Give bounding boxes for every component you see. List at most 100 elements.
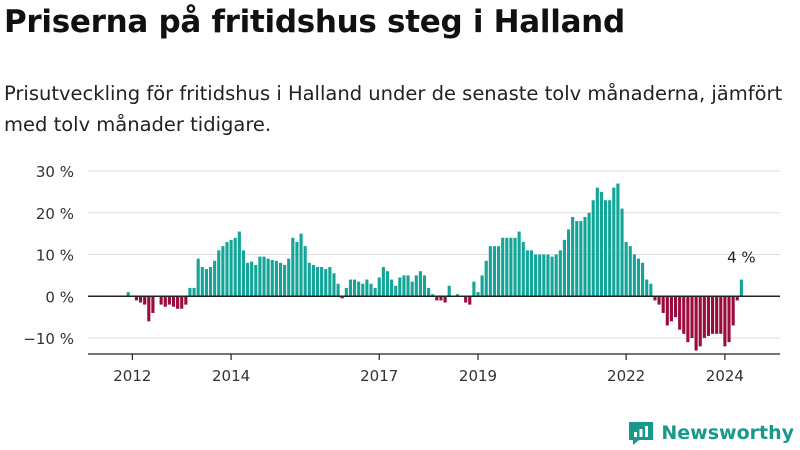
bar: [715, 296, 719, 334]
bar: [217, 250, 221, 297]
bar: [344, 287, 348, 297]
bar: [468, 296, 472, 305]
brand-name: Newsworthy: [661, 422, 794, 444]
bar: [694, 296, 698, 351]
bar: [320, 267, 324, 297]
bar: [254, 264, 258, 297]
bar: [332, 273, 336, 297]
bar: [188, 287, 192, 297]
bar: [283, 264, 287, 297]
bar: [558, 250, 562, 297]
bar: [620, 208, 624, 297]
bar: [357, 281, 361, 297]
bar: [258, 256, 262, 297]
bar: [562, 239, 566, 297]
bar: [657, 296, 661, 305]
bar: [599, 191, 604, 297]
bar: [698, 296, 702, 347]
bar: [546, 254, 550, 297]
bar: [587, 212, 591, 297]
bar: [723, 296, 727, 347]
bar: [176, 296, 180, 309]
bar: [538, 254, 542, 297]
bar: [534, 254, 538, 297]
bar: [213, 260, 217, 297]
x-tick-label: 2019: [459, 367, 497, 385]
x-tick-label: 2024: [706, 367, 744, 385]
bar: [167, 296, 171, 305]
bar: [521, 241, 525, 297]
bar: [431, 294, 435, 297]
bar: [151, 296, 155, 313]
bar: [595, 187, 599, 297]
bar: [517, 231, 521, 297]
annotation-label: 4 %: [727, 249, 756, 267]
bar: [505, 237, 509, 297]
bar: [476, 292, 480, 297]
bar: [324, 269, 328, 297]
bar: [402, 275, 406, 297]
bar: [422, 275, 427, 297]
bar: [492, 246, 497, 297]
bar: [542, 254, 546, 297]
bar: [208, 267, 213, 297]
bar: [147, 296, 151, 322]
bar: [702, 296, 706, 338]
x-tick-label: 2014: [212, 367, 250, 385]
bar: [513, 237, 517, 297]
y-tick-label: −10 %: [23, 330, 74, 348]
bar: [480, 275, 484, 297]
bar: [682, 296, 686, 334]
bar: [410, 281, 414, 297]
bar: [163, 296, 167, 307]
bar: [525, 250, 529, 297]
bar: [237, 231, 241, 297]
bar: [406, 275, 410, 297]
bar: [348, 279, 353, 297]
x-axis: 2012 2014 2017 2019 2022 2024: [88, 353, 780, 385]
bar: [727, 296, 731, 343]
bar: [608, 200, 612, 297]
bar: [274, 260, 278, 297]
bar: [328, 267, 332, 297]
x-tick-label: 2022: [607, 367, 645, 385]
bar: [365, 279, 369, 297]
bar: [204, 269, 208, 297]
y-tick-label: 0 %: [45, 288, 74, 306]
bar: [377, 277, 381, 297]
bar: [221, 246, 225, 297]
bar: [311, 264, 315, 297]
bar: [315, 267, 320, 297]
bar: [143, 296, 147, 305]
newsworthy-logo-icon: [629, 422, 654, 445]
bar: [665, 296, 669, 326]
x-tick-label: 2012: [113, 367, 151, 385]
bar: [171, 296, 176, 307]
bar: [616, 183, 620, 297]
bar: [497, 246, 501, 297]
bar: [604, 200, 608, 297]
bar: [690, 296, 694, 338]
bar: [488, 246, 492, 297]
y-tick-label: 30 %: [36, 163, 74, 181]
bar: [661, 296, 665, 313]
bar: [443, 296, 447, 303]
bars: [88, 183, 780, 351]
bar: [628, 246, 632, 297]
bar: [126, 292, 130, 297]
bar: [180, 296, 184, 309]
bar: [636, 258, 641, 297]
bar: [739, 279, 743, 297]
bar: [266, 258, 270, 297]
bar: [369, 283, 373, 297]
bar: [390, 279, 394, 297]
bar: [455, 294, 459, 297]
labels: 4 %: [727, 249, 756, 267]
bar: [632, 254, 636, 297]
bar: [591, 200, 595, 297]
brand-logo: Newsworthy: [627, 420, 794, 446]
y-tick-label: 20 %: [36, 205, 74, 223]
bar: [361, 283, 365, 297]
bar: [184, 296, 188, 305]
